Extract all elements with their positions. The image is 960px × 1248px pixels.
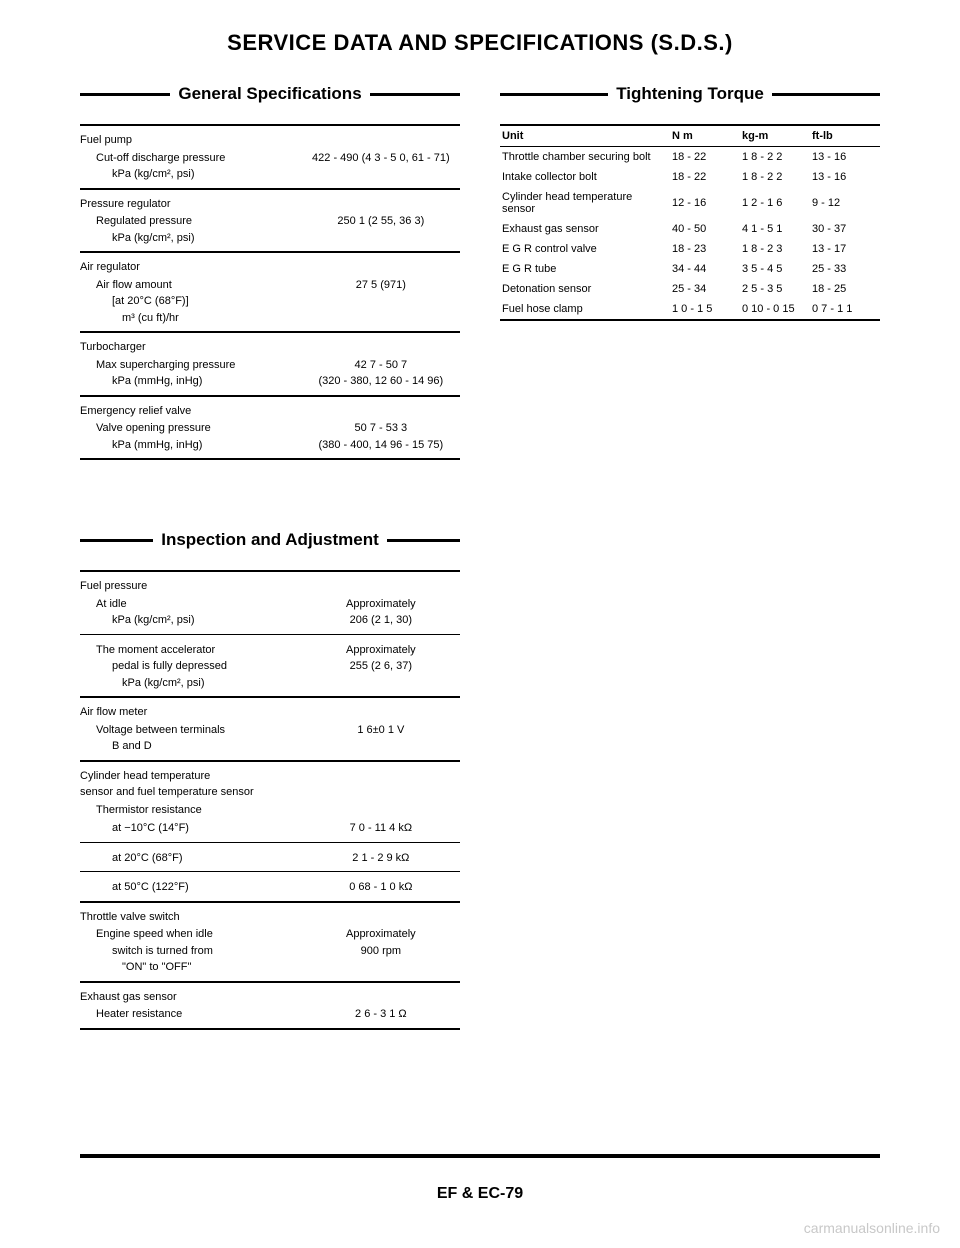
inspection-section: Inspection and Adjustment Fuel pressureA… <box>80 530 460 1030</box>
spec-row: Voltage between terminalsB and D1 6±0 1 … <box>80 721 460 756</box>
inspection-table: Fuel pressureAt idlekPa (kg/cm², psi)App… <box>80 570 460 1030</box>
spec-row: Air flow amount[at 20°C (68°F)]m³ (cu ft… <box>80 276 460 328</box>
torque-col: N m <box>670 125 740 147</box>
inspection-title: Inspection and Adjustment <box>153 530 387 550</box>
spec-group: Exhaust gas sensorHeater resistance2 6 -… <box>80 989 460 1024</box>
spec-row: At idlekPa (kg/cm², psi)Approximately206… <box>80 595 460 630</box>
spec-row: Engine speed when idleswitch is turned f… <box>80 925 460 977</box>
spec-group: Pressure regulatorRegulated pressurekPa … <box>80 196 460 248</box>
torque-row: Intake collector bolt18 - 221 8 - 2 213 … <box>500 167 880 187</box>
spec-row: Thermistor resistance <box>80 801 460 820</box>
torque-row: E G R control valve18 - 231 8 - 2 313 - … <box>500 239 880 259</box>
page-title: SERVICE DATA AND SPECIFICATIONS (S.D.S.) <box>80 30 880 56</box>
spec-group: Air flow meterVoltage between terminalsB… <box>80 704 460 756</box>
footer-rule <box>80 1154 880 1158</box>
spec-row: Heater resistance2 6 - 3 1 Ω <box>80 1005 460 1024</box>
spec-group: Fuel pumpCut-off discharge pressurekPa (… <box>80 132 460 184</box>
torque-row: Exhaust gas sensor40 - 504 1 - 5 130 - 3… <box>500 219 880 239</box>
content-columns: General Specifications Fuel pumpCut-off … <box>80 84 880 1036</box>
spec-row: Regulated pressurekPa (kg/cm², psi)250 1… <box>80 212 460 247</box>
spec-row: Max supercharging pressurekPa (mmHg, inH… <box>80 356 460 391</box>
torque-header: Tightening Torque <box>500 84 880 104</box>
spec-group: Emergency relief valveValve opening pres… <box>80 403 460 455</box>
right-column: Tightening Torque UnitN mkg-mft-lbThrott… <box>500 84 880 1036</box>
spec-row: Cut-off discharge pressurekPa (kg/cm², p… <box>80 149 460 184</box>
spec-row: The moment acceleratorpedal is fully dep… <box>80 641 460 693</box>
left-column: General Specifications Fuel pumpCut-off … <box>80 84 460 1036</box>
general-spec-title: General Specifications <box>170 84 369 104</box>
general-spec-table: Fuel pumpCut-off discharge pressurekPa (… <box>80 124 460 460</box>
page-number: EF & EC-79 <box>0 1185 960 1203</box>
torque-col: ft-lb <box>810 125 880 147</box>
spec-group: TurbochargerMax supercharging pressurekP… <box>80 339 460 391</box>
torque-col: kg-m <box>740 125 810 147</box>
torque-row: E G R tube34 - 443 5 - 4 525 - 33 <box>500 259 880 279</box>
spec-row: at −10°C (14°F)7 0 - 11 4 kΩ <box>80 819 460 838</box>
spec-group: Fuel pressureAt idlekPa (kg/cm², psi)App… <box>80 578 460 692</box>
spec-row: at 50°C (122°F)0 68 - 1 0 kΩ <box>80 878 460 897</box>
watermark: carmanualsonline.info <box>804 1220 940 1236</box>
spec-group: Throttle valve switchEngine speed when i… <box>80 909 460 977</box>
spec-group: Cylinder head temperaturesensor and fuel… <box>80 768 460 897</box>
torque-table: UnitN mkg-mft-lbThrottle chamber securin… <box>500 124 880 321</box>
inspection-header: Inspection and Adjustment <box>80 530 460 550</box>
torque-row: Detonation sensor25 - 342 5 - 3 518 - 25 <box>500 279 880 299</box>
torque-row: Cylinder head temperature sensor12 - 161… <box>500 187 880 219</box>
torque-row: Fuel hose clamp1 0 - 1 50 10 - 0 150 7 -… <box>500 299 880 320</box>
general-spec-header: General Specifications <box>80 84 460 104</box>
torque-row: Throttle chamber securing bolt18 - 221 8… <box>500 147 880 168</box>
spec-group: Air regulatorAir flow amount[at 20°C (68… <box>80 259 460 327</box>
torque-col: Unit <box>500 125 670 147</box>
torque-title: Tightening Torque <box>608 84 772 104</box>
spec-row: Valve opening pressurekPa (mmHg, inHg)50… <box>80 419 460 454</box>
spec-row: at 20°C (68°F)2 1 - 2 9 kΩ <box>80 849 460 868</box>
